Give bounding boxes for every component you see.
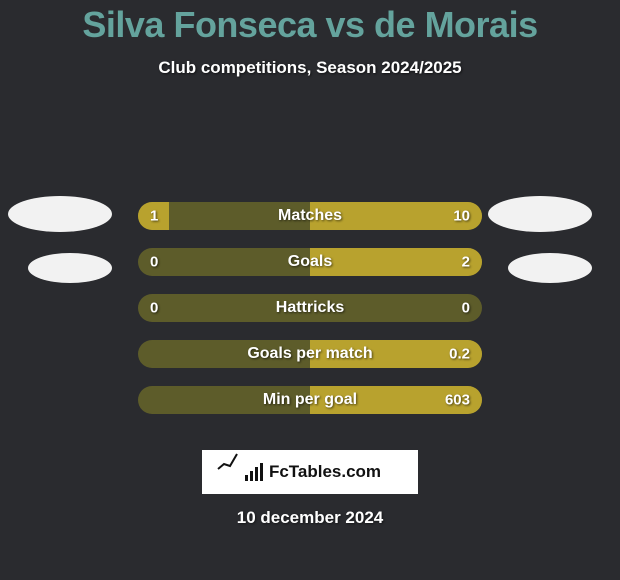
row-value-right: 0: [462, 300, 470, 317]
bars-icon: [245, 463, 263, 481]
row-value-left: 0: [150, 300, 158, 317]
team-badge-left: [28, 253, 112, 283]
row-label: Hattricks: [276, 299, 344, 317]
stat-row: 0 2 Goals: [138, 248, 482, 276]
row-value-right: 0.2: [449, 346, 470, 363]
row-value-right: 603: [445, 392, 470, 409]
subtitle: Club competitions, Season 2024/2025: [0, 58, 620, 78]
stat-row: 0 0 Hattricks: [138, 294, 482, 322]
stat-row: 1 10 Matches: [138, 202, 482, 230]
row-value-left: 1: [150, 208, 158, 225]
row-label: Min per goal: [263, 391, 357, 409]
date-text: 10 december 2024: [0, 508, 620, 528]
row-label: Goals per match: [247, 345, 372, 363]
row-label: Matches: [278, 207, 342, 225]
row-value-right: 2: [462, 254, 470, 271]
stat-row: 0.2 Goals per match: [138, 340, 482, 368]
brand-box: FcTables.com: [202, 450, 418, 494]
team-badge-right: [508, 253, 592, 283]
row-fill-right: [310, 248, 482, 276]
page-title: Silva Fonseca vs de Morais: [0, 0, 620, 46]
row-value-left: 0: [150, 254, 158, 271]
player-photo-left: [8, 196, 112, 232]
stat-rows: 1 10 Matches 0 2 Goals 0 0 Hattricks 0.2 Goals per…: [138, 202, 482, 432]
brand-text: FcTables.com: [269, 462, 381, 482]
stat-row: 603 Min per goal: [138, 386, 482, 414]
player-photo-right: [488, 196, 592, 232]
row-label: Goals: [288, 253, 332, 271]
row-value-right: 10: [453, 208, 470, 225]
